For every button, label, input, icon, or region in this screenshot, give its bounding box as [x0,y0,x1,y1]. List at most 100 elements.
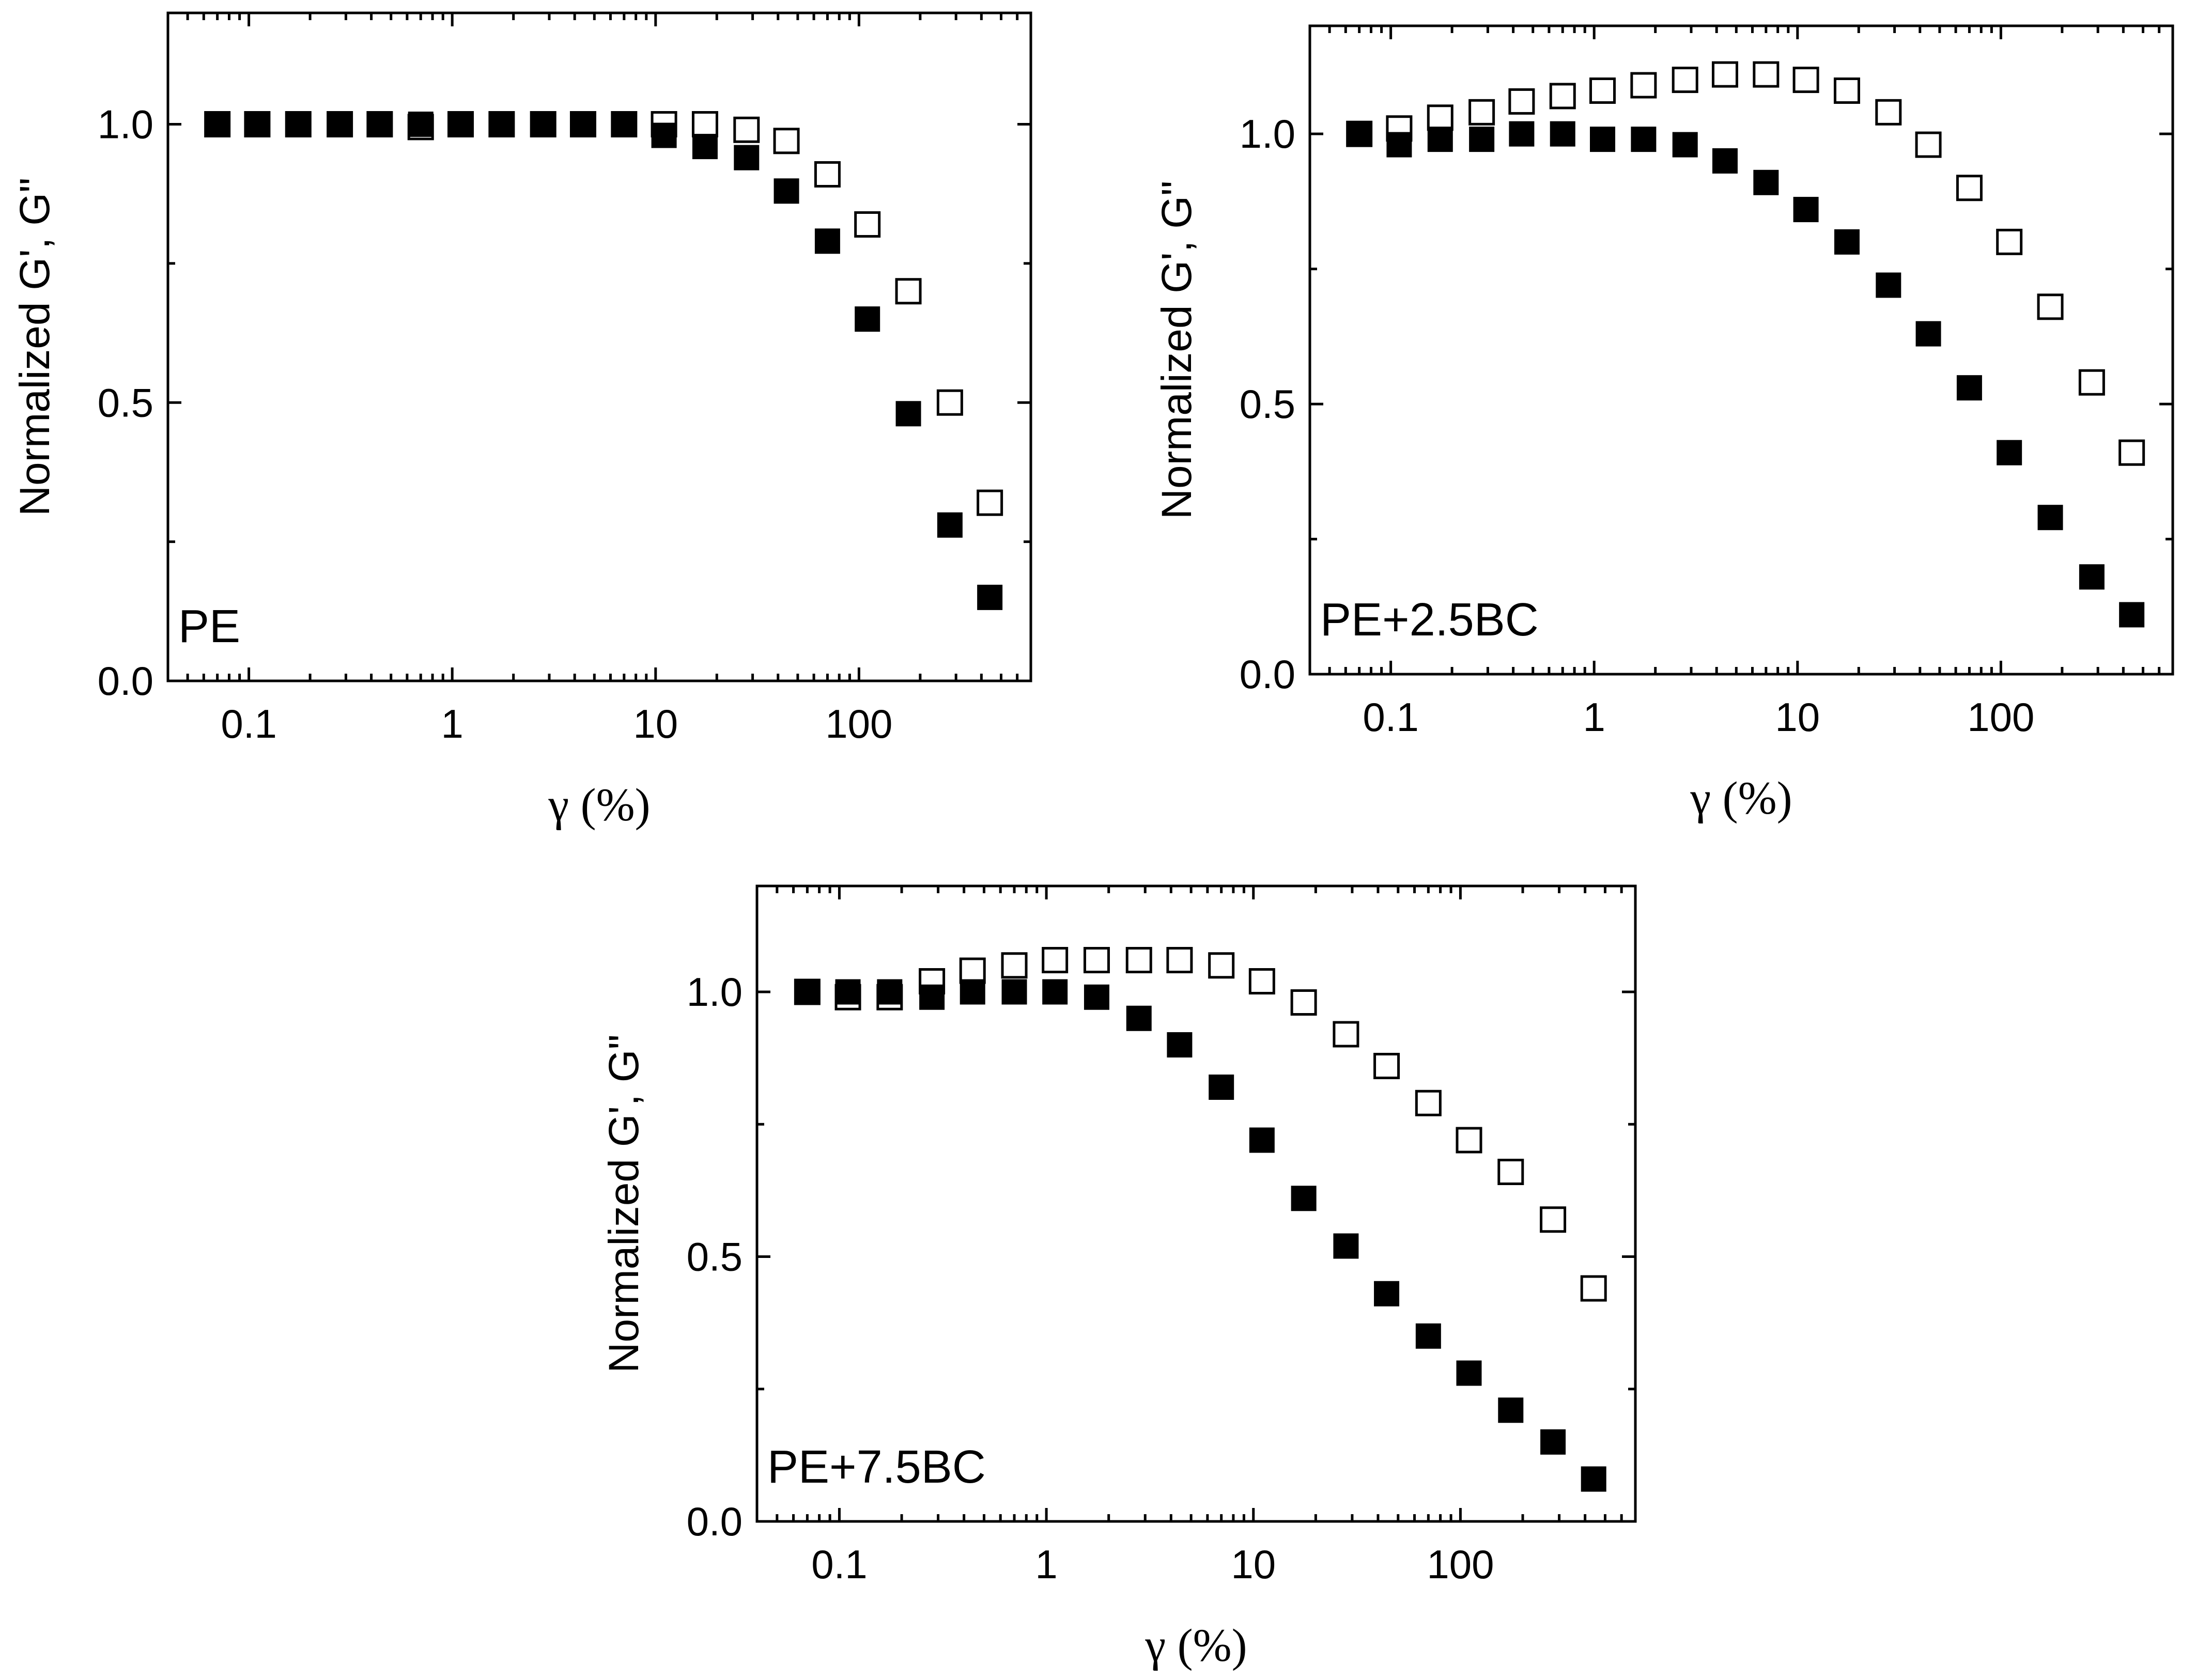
x-tick-label: 10 [1775,694,1820,740]
g-double-prime-point [1083,947,1110,973]
g-prime-point [1249,1127,1275,1153]
g-prime-point [205,112,230,137]
g-prime-point [2079,564,2105,590]
g-prime-point [835,979,861,1005]
plot-frame [166,11,1032,682]
g-double-prime-point [1996,228,2023,255]
g-prime-point [1167,1032,1193,1057]
g-double-prime-point [895,278,922,305]
g-prime-point [1997,440,2022,465]
g-prime-point [1456,1360,1482,1386]
g-prime-point [1590,127,1616,152]
g-prime-point [814,228,840,254]
g-prime-point [1915,321,1941,347]
g-prime-point [1209,1075,1234,1100]
g-prime-point [489,112,515,137]
x-axis-title: γ (%) [1145,1620,1247,1671]
g-double-prime-point [1208,952,1235,979]
g-double-prime-point [1792,67,1819,94]
g-prime-point [877,979,903,1005]
g-double-prime-point [1630,72,1657,99]
x-tick-label: 10 [1231,1542,1276,1587]
g-double-prime-point [1333,1021,1359,1048]
y-axis-title: Normalized G', G" [11,178,58,516]
g-prime-point [734,145,760,170]
plot-frame [1308,24,2174,676]
g-prime-point [1550,121,1575,147]
g-double-prime-point [854,211,881,238]
g-prime-point [1374,1281,1400,1306]
y-axis-title: Normalized G', G" [600,1034,647,1373]
g-double-prime-point [1580,1275,1607,1302]
g-double-prime-point [1468,99,1495,126]
g-double-prime-point [1711,61,1738,88]
g-double-prime-point [1248,968,1275,994]
x-tick-label: 1 [1583,694,1605,740]
g-prime-point [1427,127,1453,152]
g-prime-point [408,112,434,137]
g-prime-point [327,112,353,137]
x-tick-label: 1 [441,701,463,746]
x-tick-label: 0.1 [221,701,276,746]
x-axis-title: γ (%) [548,780,650,831]
y-tick-label: 1.0 [1240,111,1295,157]
plot-frame [755,884,1637,1523]
g-double-prime-point [1042,947,1069,973]
g-prime-point [285,112,311,137]
g-double-prime-point [1753,61,1780,88]
g-prime-point [1084,984,1109,1010]
g-double-prime-point [1508,88,1535,115]
g-double-prime-point [733,116,760,143]
y-tick-label: 0.5 [687,1234,743,1280]
g-double-prime-point [1166,947,1193,973]
g-prime-point [960,979,985,1005]
g-prime-point [2119,602,2145,628]
panel-label: PE+2.5BC [1320,594,1539,646]
g-prime-point [1631,127,1657,152]
g-prime-point [244,112,270,137]
y-tick-label: 1.0 [687,969,743,1015]
g-double-prime-point [959,957,986,984]
g-double-prime-point [1833,77,1860,104]
g-prime-point [570,112,596,137]
g-prime-point [1834,229,1860,255]
g-double-prime-point [1875,99,1902,126]
chart-panel-pe-2-5bc: 0.0 0.5 1.0 0.1 1 10 100 γ (%) Normalized G', G"… [1153,24,2174,824]
g-double-prime-point [977,489,1003,516]
x-tick-label: 1 [1035,1542,1057,1587]
y-tick-label: 0.0 [98,658,153,704]
g-double-prime-point [1290,989,1317,1016]
g-double-prime-point [2078,369,2105,396]
y-tick-label: 0.5 [1240,381,1295,427]
x-axis-title: γ (%) [1690,773,1792,824]
g-double-prime-point [1549,83,1576,110]
g-double-prime-point [1915,131,1942,158]
x-tick-label: 100 [1967,694,2034,740]
g-prime-point [367,112,393,137]
g-double-prime-point [1540,1206,1567,1233]
x-tick-label: 100 [825,701,892,746]
g-double-prime-point [1589,77,1616,104]
x-tick-label: 0.1 [811,1542,867,1587]
g-prime-point [1415,1323,1441,1349]
g-double-prime-point [1373,1053,1400,1079]
g-prime-point [692,134,718,160]
g-double-prime-point [691,111,718,137]
g-double-prime-point [773,128,800,154]
g-prime-point [1347,121,1372,147]
y-tick-label: 0.0 [1240,651,1295,697]
g-prime-point [977,584,1003,610]
g-double-prime-point [814,161,841,188]
g-prime-point [1712,148,1738,174]
g-double-prime-point [1427,104,1453,131]
g-prime-point [1042,979,1068,1005]
g-prime-point [1876,272,1901,298]
g-prime-point [1001,979,1027,1005]
g-prime-point [2037,505,2063,531]
g-double-prime-point [1125,947,1152,973]
g-prime-point [1333,1233,1359,1259]
g-double-prime-point [1456,1127,1482,1154]
g-prime-point [1498,1397,1524,1423]
g-prime-point [651,122,677,148]
g-prime-point [895,401,921,427]
